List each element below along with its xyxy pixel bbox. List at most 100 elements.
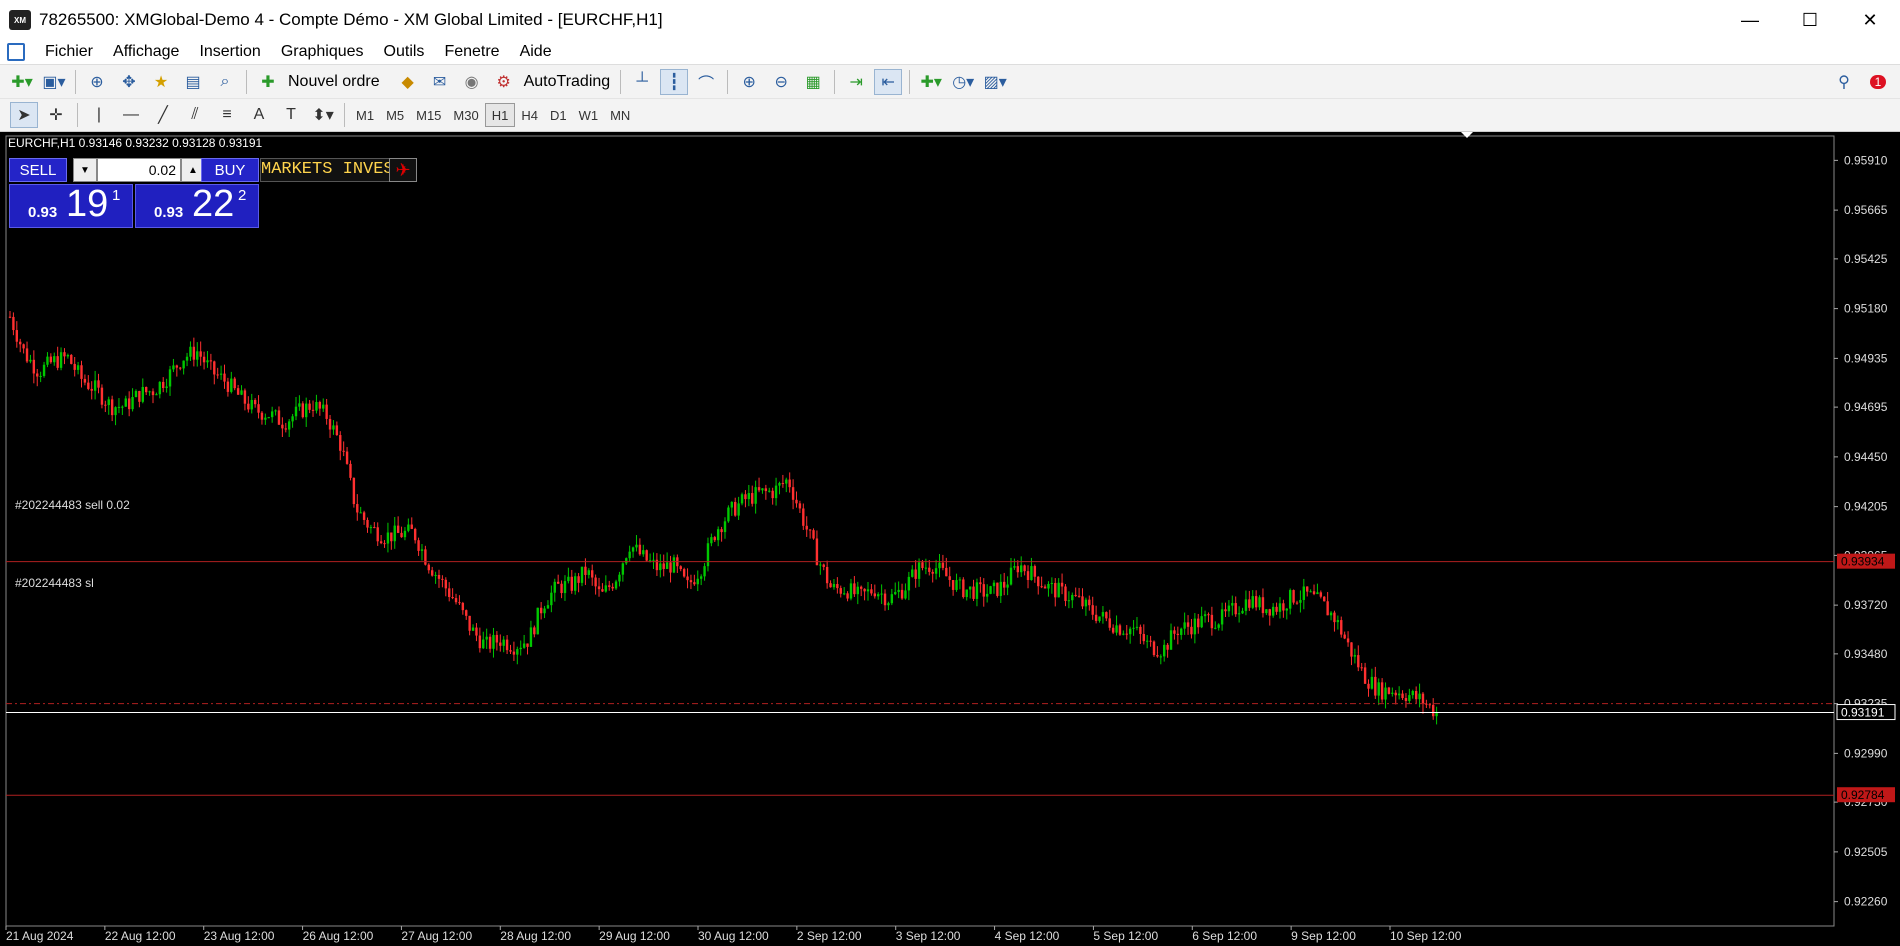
timeframe-h1[interactable]: H1 bbox=[484, 103, 516, 127]
timeframe-d1[interactable]: D1 bbox=[549, 107, 567, 123]
new-order-icon[interactable]: ✚ bbox=[261, 73, 275, 91]
candle-body bbox=[294, 406, 298, 417]
candle-body bbox=[488, 636, 492, 649]
vertical-line-icon[interactable]: | bbox=[96, 106, 102, 123]
zoom-in-icon[interactable]: ⊕ bbox=[742, 73, 756, 91]
chart-shift-icon[interactable]: ⇤ bbox=[874, 68, 903, 95]
maximize-button[interactable]: ☐ bbox=[1801, 9, 1819, 30]
search-icon[interactable]: ⚲ bbox=[1838, 73, 1850, 91]
terminal-icon[interactable]: ▤ bbox=[185, 73, 201, 91]
strategy-tester-icon[interactable]: ⌕ bbox=[220, 72, 230, 90]
banner-rocket-icon[interactable]: ✈ bbox=[389, 158, 417, 182]
text-label-icon[interactable]: T bbox=[286, 106, 296, 123]
templates-icon[interactable]: ▨▾ bbox=[983, 73, 1007, 91]
candle-body bbox=[951, 580, 955, 590]
fibonacci-icon[interactable]: ≡ bbox=[222, 106, 232, 123]
menu-graphiques[interactable]: Graphiques bbox=[280, 43, 364, 60]
zoom-out-icon[interactable]: ⊖ bbox=[774, 73, 788, 91]
candle-body bbox=[155, 394, 158, 396]
trendline-icon[interactable]: ╱ bbox=[158, 107, 168, 124]
candle-body bbox=[924, 567, 928, 569]
tile-windows-icon[interactable]: ▦ bbox=[805, 73, 821, 91]
candle-body bbox=[536, 607, 539, 635]
new-chart-icon[interactable]: ✚▾ bbox=[11, 73, 33, 91]
candle-body bbox=[591, 570, 594, 578]
sell-price-quote[interactable]: 0.93 19 1 bbox=[9, 183, 133, 228]
menu-outils[interactable]: Outils bbox=[383, 43, 425, 60]
candle-body bbox=[335, 425, 339, 436]
candle-body bbox=[25, 348, 29, 362]
cursor-icon[interactable]: ➤ bbox=[10, 102, 38, 128]
crosshair-icon[interactable]: ✛ bbox=[49, 107, 63, 124]
menu-aide[interactable]: Aide bbox=[519, 43, 552, 60]
metaeditor-icon[interactable]: ◆ bbox=[401, 73, 414, 91]
indicators-icon[interactable]: ✚▾ bbox=[920, 73, 942, 91]
buy-button[interactable]: BUY bbox=[201, 158, 259, 182]
candle-body bbox=[499, 642, 502, 646]
candle-body bbox=[1128, 628, 1132, 635]
menu-fenetre[interactable]: Fenetre bbox=[444, 43, 500, 60]
notification-badge[interactable]: 1 bbox=[1864, 69, 1892, 95]
candle-body bbox=[1203, 614, 1207, 617]
lot-size-input[interactable] bbox=[97, 158, 181, 182]
candle-body bbox=[117, 406, 121, 408]
new-order-button[interactable]: Nouvel ordre bbox=[288, 72, 380, 90]
autotrading-button[interactable]: AutoTrading bbox=[523, 72, 611, 90]
mail-icon[interactable]: ✉ bbox=[432, 73, 447, 91]
data-window-icon[interactable]: ✥ bbox=[122, 73, 136, 91]
timeframe-m5[interactable]: M5 bbox=[386, 107, 405, 123]
minimize-button[interactable]: — bbox=[1741, 9, 1759, 30]
candle-body bbox=[594, 577, 597, 587]
candle-body bbox=[1288, 590, 1292, 609]
candle-body bbox=[1425, 703, 1428, 705]
text-icon[interactable]: A bbox=[253, 106, 265, 123]
candle-body bbox=[764, 488, 768, 492]
signals-icon[interactable]: ◉ bbox=[464, 73, 479, 91]
candlestick-chart[interactable]: 0.95910 0.95665 0.95425 0.95180 0.94935 0.946… bbox=[0, 132, 1900, 946]
candle-body bbox=[1299, 599, 1302, 603]
chart-shift-marker[interactable] bbox=[1461, 132, 1473, 138]
candle-body bbox=[1071, 594, 1074, 601]
candle-body bbox=[1210, 614, 1214, 629]
close-button[interactable]: ✕ bbox=[1862, 9, 1878, 30]
candle-body bbox=[601, 589, 604, 592]
navigator-icon[interactable]: ★ bbox=[153, 73, 169, 91]
timeframe-m15[interactable]: M15 bbox=[416, 107, 442, 123]
price-axis-label: 0.95910 bbox=[1844, 153, 1888, 167]
menu-insertion[interactable]: Insertion bbox=[199, 43, 261, 60]
equidistant-channel-icon[interactable]: ⫽ bbox=[191, 106, 199, 123]
candle-body bbox=[1077, 595, 1081, 597]
timeframe-h4[interactable]: H4 bbox=[521, 107, 538, 123]
window-title: 78265500: XMGlobal-Demo 4 - Compte Démo … bbox=[39, 10, 663, 29]
candle-body bbox=[168, 369, 172, 387]
menu-fichier[interactable]: Fichier bbox=[45, 43, 94, 60]
timeframe-m30[interactable]: M30 bbox=[453, 107, 479, 123]
autoscroll-icon[interactable]: ⇥ bbox=[849, 73, 863, 91]
timeframe-mn[interactable]: MN bbox=[610, 107, 631, 123]
candle-body bbox=[1145, 640, 1149, 642]
periods-clock-icon[interactable]: ◷▾ bbox=[952, 73, 975, 91]
timeframe-m1[interactable]: M1 bbox=[356, 107, 375, 123]
arrows-icon[interactable]: ⬍▾ bbox=[312, 107, 334, 124]
lot-decrease-button[interactable]: ▼ bbox=[73, 158, 97, 182]
timeframe-w1[interactable]: W1 bbox=[578, 107, 599, 123]
candle-body bbox=[1261, 597, 1265, 614]
chart-window-icon[interactable] bbox=[7, 43, 25, 61]
current-price-tag: 0.93191 bbox=[1841, 706, 1885, 720]
profiles-icon[interactable]: ▣▾ bbox=[42, 73, 66, 91]
autotrading-icon[interactable]: ⚙ bbox=[496, 73, 511, 91]
sell-button[interactable]: SELL bbox=[9, 158, 67, 182]
bar-chart-icon[interactable]: ┴ bbox=[636, 72, 648, 90]
menu-affichage[interactable]: Affichage bbox=[113, 43, 180, 60]
buy-price-quote[interactable]: 0.93 22 2 bbox=[135, 183, 259, 228]
horizontal-line-icon[interactable]: — bbox=[123, 106, 139, 123]
candle-body bbox=[737, 503, 740, 516]
candle-body bbox=[1037, 576, 1040, 587]
candle-body bbox=[883, 593, 887, 606]
line-chart-icon[interactable]: ⌒ bbox=[698, 75, 715, 93]
chart-area[interactable]: 0.95910 0.95665 0.95425 0.95180 0.94935 0.946… bbox=[0, 132, 1900, 946]
candle-body bbox=[791, 487, 795, 500]
candlestick-icon[interactable]: ┇ bbox=[660, 68, 689, 95]
market-watch-icon[interactable]: ⊕ bbox=[90, 73, 104, 91]
